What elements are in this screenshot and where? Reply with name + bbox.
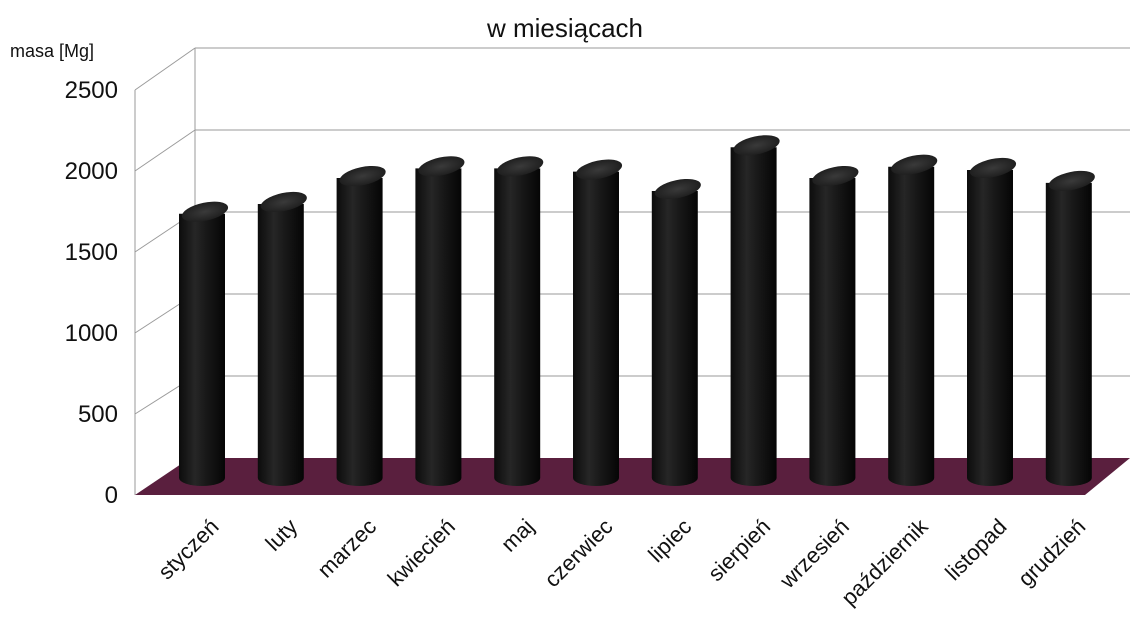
x-tick-label: grudzień — [1013, 514, 1090, 591]
bar-cap — [260, 191, 307, 213]
bar-body — [179, 213, 225, 486]
gridline-diagonal — [134, 47, 196, 91]
bar-body — [730, 147, 777, 486]
y-axis-ticks: 0 500 1000 1500 2000 2500 — [65, 77, 118, 509]
x-tick-label: maj — [496, 514, 539, 557]
bar-cap — [575, 159, 623, 180]
bar-cap — [339, 165, 386, 187]
y-tick-label: 2000 — [65, 158, 118, 185]
chart-title: w miesiącach — [486, 13, 644, 43]
bar-cap — [1048, 170, 1095, 191]
y-tick-label: 500 — [78, 401, 118, 428]
bar-cap — [891, 154, 938, 175]
bar-body — [336, 178, 383, 486]
x-tick-label: czerwiec — [539, 514, 617, 592]
bar-cap — [812, 165, 859, 187]
x-tick-label: październik — [836, 513, 933, 610]
x-tick-label: listopad — [940, 514, 1011, 585]
bar — [415, 156, 465, 486]
bar — [809, 165, 859, 486]
y-tick-label: 2500 — [65, 77, 118, 104]
y-axis-label: masa [Mg] — [10, 41, 95, 61]
bar — [1045, 170, 1095, 487]
bar-cap — [733, 135, 780, 156]
bar — [888, 154, 938, 486]
bar — [730, 135, 780, 486]
bar — [573, 159, 623, 486]
bar-body — [415, 168, 462, 486]
x-tick-label: luty — [260, 514, 302, 556]
bar-cap — [418, 156, 465, 177]
x-tick-label: kwiecień — [383, 514, 460, 591]
bar — [967, 157, 1017, 486]
x-tick-label: sierpień — [703, 514, 775, 586]
bar — [494, 156, 544, 486]
bar-body — [573, 171, 619, 486]
x-tick-label: wrzesień — [774, 514, 854, 594]
bar-cap — [654, 178, 701, 200]
x-tick-label: lipiec — [643, 514, 696, 567]
bar-body — [1045, 182, 1092, 487]
y-tick-label: 0 — [105, 482, 118, 509]
bar — [336, 165, 386, 486]
bar — [179, 201, 229, 486]
bar-body — [809, 178, 856, 486]
bar-body — [967, 169, 1013, 486]
bar-body — [257, 203, 304, 487]
bar-cap — [497, 156, 544, 177]
bar-body — [888, 166, 935, 486]
bar-cap — [181, 201, 229, 222]
gridline-diagonal — [134, 129, 196, 172]
bar-cap — [969, 157, 1017, 179]
x-tick-label: marzec — [312, 514, 381, 583]
bar-body — [651, 191, 698, 486]
y-tick-label: 1000 — [65, 320, 118, 347]
x-axis-labels: styczeń luty marzec kwiecień maj czerwiec lipi… — [153, 513, 1090, 610]
chart-floor — [135, 458, 1130, 495]
x-tick-label: styczeń — [153, 514, 223, 584]
bar — [651, 178, 701, 486]
bar — [257, 191, 307, 487]
bar-body — [494, 168, 541, 486]
y-tick-label: 1500 — [65, 239, 118, 266]
bars — [179, 135, 1095, 487]
